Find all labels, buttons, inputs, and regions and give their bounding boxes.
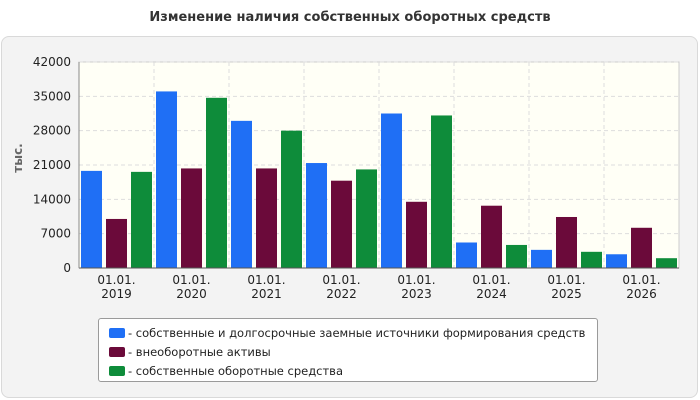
x-tick-label: 01.01. 2021 (247, 273, 285, 301)
x-tick-label: 01.01. 2025 (547, 273, 585, 301)
bar (656, 258, 677, 268)
bar (281, 130, 302, 268)
bar (606, 254, 627, 268)
legend-item-working-capital: - собственные оборотные средства (109, 361, 587, 380)
y-tick-label: 0 (63, 261, 71, 275)
y-tick-label: 28000 (33, 124, 71, 138)
legend-item-noncurrent-assets: - внеоборотные активы (109, 342, 587, 361)
legend-label-working-capital: - собственные оборотные средства (128, 363, 344, 378)
y-axis-label: тыс. (11, 143, 25, 172)
bar (131, 171, 152, 268)
chart-title: Изменение наличия собственных оборотных … (149, 10, 551, 25)
legend-label-noncurrent-assets: - внеоборотные активы (128, 344, 271, 359)
bar (331, 180, 352, 268)
bar (81, 170, 102, 268)
bar (506, 244, 527, 268)
legend-swatch-sources (109, 327, 125, 338)
x-tick-label: 01.01. 2020 (172, 273, 210, 301)
bar (256, 168, 277, 268)
bar (631, 227, 652, 268)
x-tick-label: 01.01. 2023 (397, 273, 435, 301)
y-tick-label: 42000 (33, 55, 71, 69)
bar (581, 251, 602, 268)
bar (381, 113, 402, 268)
bar (556, 216, 577, 268)
x-tick-label: 01.01. 2022 (322, 273, 360, 301)
bar (206, 97, 227, 268)
bar (456, 242, 477, 268)
legend-item-sources: - собственные и долгосрочные заемные ист… (109, 323, 587, 342)
legend-swatch-noncurrent-assets (109, 346, 125, 357)
bar (406, 201, 427, 268)
y-tick-label: 7000 (40, 227, 71, 241)
bar (481, 205, 502, 268)
x-tick-label: 01.01. 2024 (472, 273, 510, 301)
bar (106, 218, 127, 268)
legend-label-sources: - собственные и долгосрочные заемные ист… (128, 325, 586, 340)
chart-legend: - собственные и долгосрочные заемные ист… (98, 318, 598, 382)
y-tick-label: 14000 (33, 192, 71, 206)
y-tick-label: 35000 (33, 89, 71, 103)
y-tick-label: 21000 (33, 158, 71, 172)
bar (531, 249, 552, 268)
bar (231, 120, 252, 268)
legend-swatch-working-capital (109, 365, 125, 376)
bar (431, 115, 452, 268)
bar (181, 168, 202, 268)
bar (356, 169, 377, 268)
x-tick-label: 01.01. 2026 (622, 273, 660, 301)
bar (156, 91, 177, 268)
bar (306, 163, 327, 268)
x-tick-label: 01.01. 2019 (97, 273, 135, 301)
